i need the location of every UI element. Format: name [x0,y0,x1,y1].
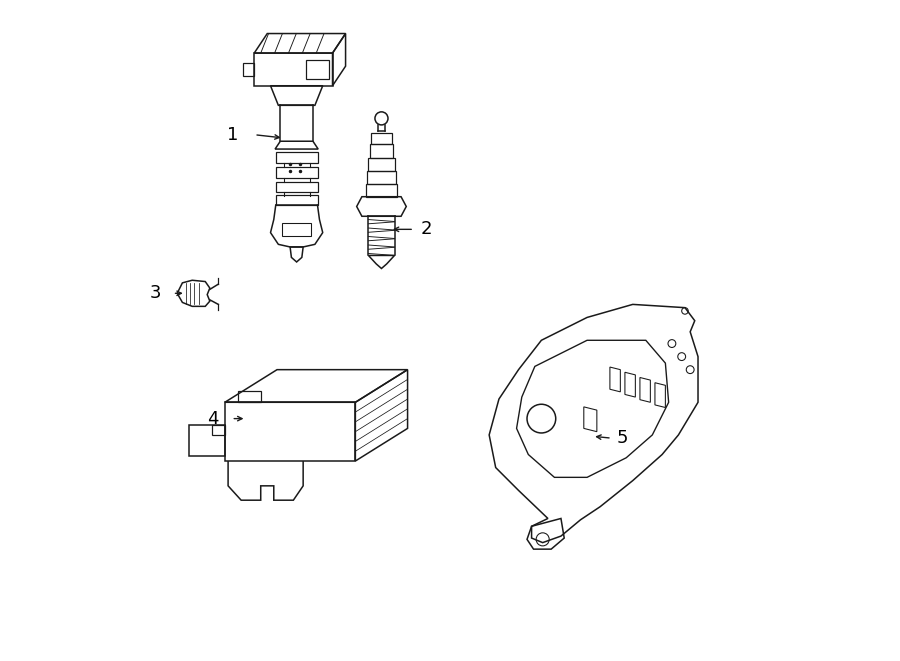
Text: 5: 5 [616,429,628,447]
Text: 1: 1 [227,126,238,143]
Text: 3: 3 [150,284,161,302]
Text: 2: 2 [420,220,432,239]
Text: 4: 4 [207,410,219,428]
